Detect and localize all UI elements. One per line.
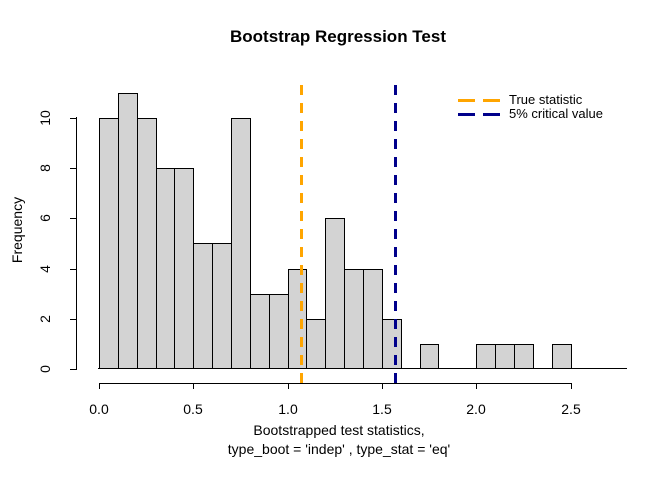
x-axis-tick (288, 383, 289, 389)
histogram-bar (174, 168, 194, 369)
histogram-bar (420, 344, 439, 369)
legend-label: True statistic (509, 92, 583, 107)
legend-label: 5% critical value (509, 106, 603, 121)
legend-item-critical-value: 5% critical value (458, 107, 603, 121)
y-tick-label: 0 (37, 365, 53, 373)
histogram-bar (118, 93, 138, 369)
navy-dashed-line-sample-icon (458, 112, 500, 116)
histogram-bar (382, 319, 402, 369)
orange-dashed-line-sample-icon (458, 98, 500, 102)
histogram-bar (325, 218, 345, 369)
legend: True statistic 5% critical value (458, 93, 603, 121)
histogram-bar (552, 344, 572, 369)
y-tick-label: 10 (37, 110, 53, 126)
histogram-bar (288, 269, 307, 369)
y-axis-tick (70, 319, 76, 320)
histogram-bar (476, 344, 496, 369)
y-axis-tick (70, 369, 76, 370)
x-axis-tick (193, 383, 194, 389)
histogram-bar (231, 118, 251, 369)
histogram-bar (269, 294, 289, 369)
true-statistic-line (300, 85, 303, 383)
histogram-bar (495, 344, 515, 369)
y-axis-line (76, 117, 77, 370)
histogram-bar (137, 118, 157, 369)
critical-value-line (394, 85, 397, 383)
legend-item-true-statistic: True statistic (458, 93, 603, 107)
x-axis-tick (571, 383, 572, 389)
y-tick-label: 6 (37, 214, 53, 222)
y-tick-label: 4 (37, 265, 53, 273)
chart-title: Bootstrap Regression Test (229, 27, 447, 46)
histogram-bar (514, 344, 534, 369)
histogram-bar (99, 118, 119, 369)
x-tick-label: 1.5 (372, 401, 392, 417)
y-axis-tick (70, 168, 76, 169)
histogram-bar (156, 168, 175, 369)
histogram-bar (363, 269, 383, 369)
x-tick-label: 2.5 (561, 401, 581, 417)
x-axis-tick (382, 383, 383, 389)
histogram-bar (212, 243, 232, 369)
x-axis-tick (99, 383, 100, 389)
y-axis-tick (70, 218, 76, 219)
y-tick-label: 2 (37, 315, 53, 323)
y-axis-tick (70, 118, 76, 119)
x-axis-title-line1: Bootstrapped test statistics, (253, 422, 425, 438)
histogram-bar (306, 319, 326, 369)
x-tick-label: 0.5 (183, 401, 203, 417)
x-axis-line (99, 383, 572, 384)
histogram-bar (193, 243, 213, 369)
y-tick-label: 8 (37, 164, 53, 172)
x-axis-title-line2: type_boot = 'indep' , type_stat = 'eq' (227, 441, 451, 457)
x-tick-label: 1.0 (278, 401, 298, 417)
histogram-bar (344, 269, 364, 369)
x-axis-tick (476, 383, 477, 389)
histogram-bar (250, 294, 270, 369)
x-tick-label: 2.0 (466, 401, 486, 417)
y-axis-tick (70, 269, 76, 270)
x-tick-label: 0.0 (89, 401, 109, 417)
